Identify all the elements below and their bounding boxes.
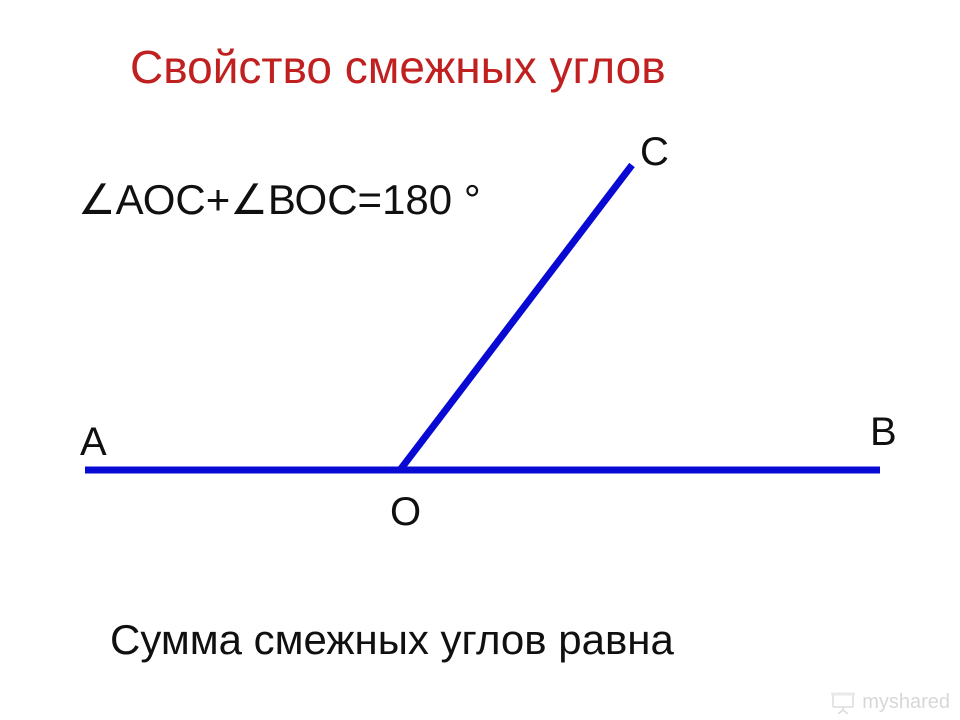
point-label-B: В [870, 410, 897, 455]
theorem-statement: Сумма смежных углов равна 180 градусов [110, 565, 674, 720]
point-label-O: О [390, 490, 421, 535]
theorem-line-2: 180 градусов [110, 715, 674, 720]
presentation-icon [830, 692, 856, 714]
watermark-text: myshared [862, 691, 950, 714]
watermark: myshared [830, 691, 950, 714]
theorem-line-1: Сумма смежных углов равна [110, 615, 674, 665]
point-label-C: С [640, 130, 669, 175]
segment-OC [400, 165, 632, 470]
point-label-A: А [80, 420, 107, 465]
